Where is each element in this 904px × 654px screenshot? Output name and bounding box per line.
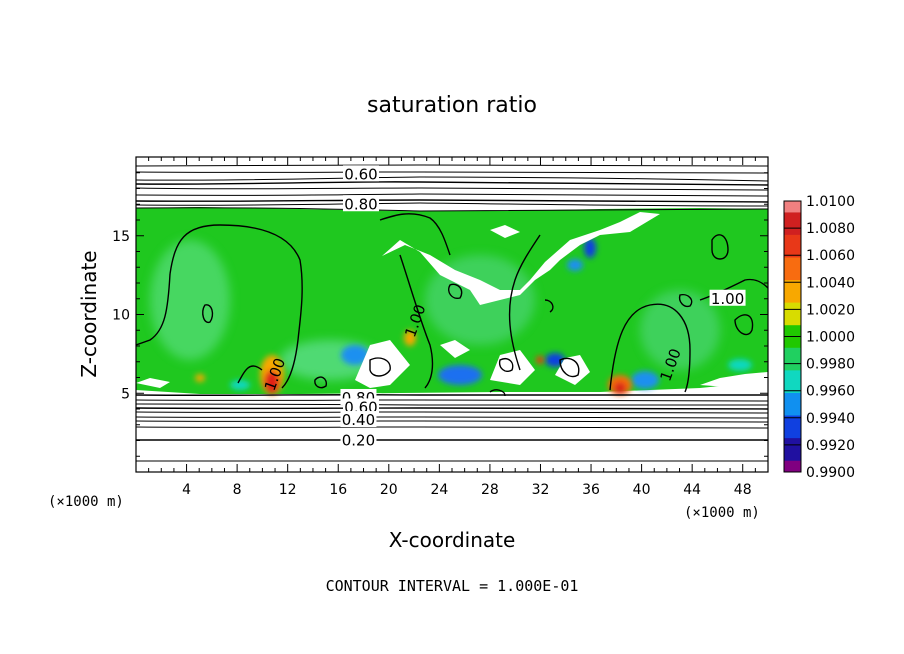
x-axis-label: X-coordinate — [389, 528, 516, 552]
colorbar-swatch — [784, 257, 801, 281]
x-tick-label: 4 — [182, 482, 191, 498]
x-tick-label: 8 — [233, 482, 242, 498]
x-tick-label: 40 — [633, 482, 651, 498]
x-tick-label: 24 — [430, 482, 448, 498]
contour-label-bg — [340, 411, 377, 428]
contour-label-text: 1.00 — [711, 290, 744, 308]
contour-interval: CONTOUR INTERVAL = 1.000E-01 — [326, 577, 579, 595]
contour-label-text: 0.80 — [344, 195, 377, 213]
colorbar-tick-label: 0.9960 — [806, 384, 855, 400]
colorbar: 1.0100 1.0080 1.0060 1.0040 1.0020 1.0000 0.99… — [783, 194, 855, 481]
contour-label-bg — [342, 195, 379, 212]
colorbar-swatch — [784, 370, 801, 394]
colorbar-swatch — [784, 212, 801, 236]
z-unit-label: (×1000 m) — [48, 494, 124, 510]
contour-label-text: 0.40 — [342, 411, 375, 429]
colorbar-swatch — [784, 438, 801, 462]
colorbar-tick-label: 0.9980 — [806, 357, 855, 373]
contour-label: 0.20 — [340, 431, 377, 450]
contour-label-bg — [709, 289, 746, 306]
y-tick-label: 5 — [121, 386, 130, 402]
colorbar-tick-label: 0.9920 — [806, 438, 855, 454]
saturation-field — [136, 157, 768, 472]
x-tick-label: 28 — [481, 482, 499, 498]
x-tick-label: 48 — [734, 482, 752, 498]
x-tick-label: 44 — [683, 482, 701, 498]
x-tick-label: 20 — [380, 482, 398, 498]
contour-label: 0.60 — [342, 165, 379, 183]
colorbar-swatch — [784, 460, 801, 472]
unsaturated-region — [382, 212, 660, 305]
colorbar-swatch — [784, 201, 801, 213]
y-tick-label: 15 — [112, 229, 130, 245]
x-tick-label: 16 — [329, 482, 347, 498]
contour-label: 1.00 — [709, 289, 746, 308]
x-tick-label: 36 — [582, 482, 600, 498]
colorbar-tick-label: 1.0020 — [806, 302, 855, 318]
contour-label-bg — [342, 165, 379, 182]
x-axis: 4 8 12 16 20 24 28 32 36 40 44 48 — [148, 157, 756, 498]
contour-label-bg — [342, 398, 379, 415]
x-tick-label: 32 — [532, 482, 550, 498]
y-axis-label: Z-coordinate — [77, 250, 101, 377]
colorbar-tick-label: 1.0100 — [806, 194, 855, 210]
colorbar-tick-label: 1.0080 — [806, 221, 855, 237]
colorbar-swatch — [784, 234, 801, 258]
colorbar-tick-label: 1.0060 — [806, 248, 855, 264]
colorbar-tick-label: 1.0000 — [806, 330, 855, 346]
colorbar-swatch — [784, 280, 801, 304]
contour-label: 0.40 — [340, 411, 377, 429]
colorbar-tick-label: 0.9900 — [806, 465, 855, 481]
y-axis: 5 10 15 — [112, 172, 768, 457]
x-tick-label: 12 — [279, 482, 297, 498]
contour-label-bg — [340, 431, 377, 448]
colorbar-swatch — [784, 415, 801, 439]
colorbar-swatch — [784, 347, 801, 371]
colorbar-tick-label: 1.0040 — [806, 275, 855, 291]
contour-label-text: 0.60 — [344, 165, 377, 183]
colorbar-tick-label: 0.9940 — [806, 411, 855, 427]
colorbar-swatch — [784, 392, 801, 417]
y-tick-label: 10 — [112, 308, 130, 324]
x-unit-label: (×1000 m) — [684, 505, 760, 521]
contour-label: 0.80 — [342, 195, 379, 213]
chart-title: saturation ratio — [367, 93, 537, 118]
contour-label-text: 0.20 — [342, 432, 375, 450]
colorbar-swatch — [784, 302, 801, 326]
